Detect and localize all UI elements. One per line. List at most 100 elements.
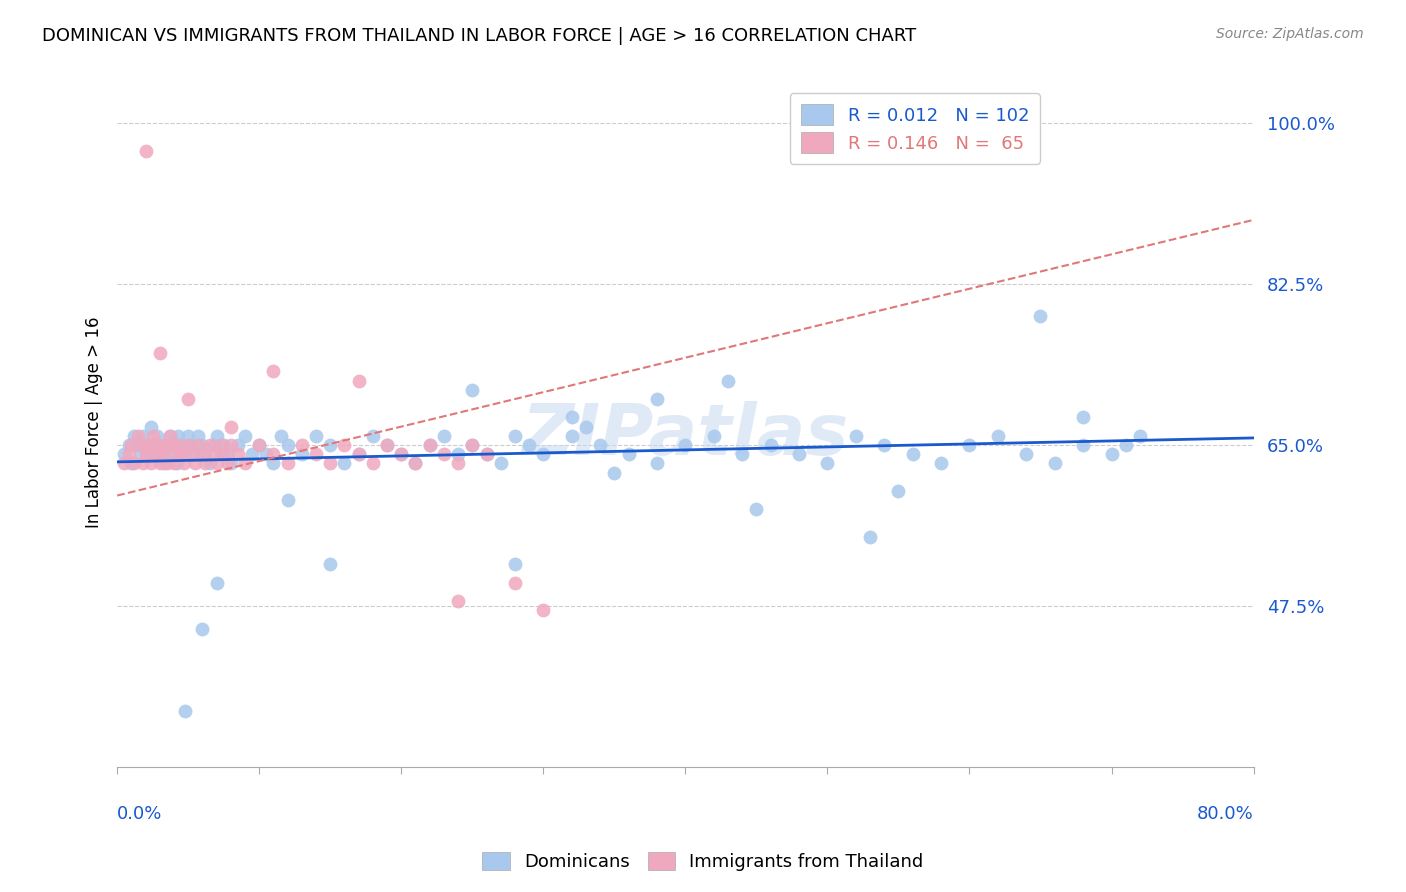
Point	[703, 429, 725, 443]
Point	[1015, 447, 1038, 461]
Point	[120, 438, 142, 452]
Point	[198, 456, 221, 470]
Point	[212, 438, 235, 452]
Point	[177, 429, 200, 443]
Point	[433, 447, 456, 461]
Point	[122, 456, 145, 470]
Point	[277, 493, 299, 508]
Point	[1029, 310, 1052, 324]
Point	[128, 429, 150, 443]
Point	[184, 456, 207, 470]
Point	[163, 438, 186, 452]
Text: Source: ZipAtlas.com: Source: ZipAtlas.com	[1216, 27, 1364, 41]
Point	[112, 447, 135, 461]
Point	[217, 447, 239, 461]
Point	[166, 456, 188, 470]
Point	[191, 622, 214, 636]
Point	[759, 438, 782, 452]
Point	[270, 429, 292, 443]
Point	[575, 419, 598, 434]
Point	[503, 575, 526, 590]
Point	[153, 456, 176, 470]
Point	[375, 438, 398, 452]
Point	[787, 447, 810, 461]
Point	[184, 447, 207, 461]
Point	[815, 456, 838, 470]
Point	[156, 456, 179, 470]
Point	[146, 429, 169, 443]
Point	[262, 364, 284, 378]
Point	[180, 438, 202, 452]
Point	[347, 447, 370, 461]
Point	[447, 594, 470, 608]
Point	[859, 530, 882, 544]
Point	[226, 438, 249, 452]
Point	[159, 429, 181, 443]
Text: 80.0%: 80.0%	[1197, 805, 1254, 823]
Point	[617, 447, 640, 461]
Point	[873, 438, 896, 452]
Point	[717, 374, 740, 388]
Point	[219, 456, 242, 470]
Point	[112, 456, 135, 470]
Point	[333, 456, 356, 470]
Point	[1071, 438, 1094, 452]
Point	[174, 705, 197, 719]
Point	[475, 447, 498, 461]
Point	[141, 456, 163, 470]
Point	[1115, 438, 1137, 452]
Point	[145, 447, 167, 461]
Point	[117, 447, 139, 461]
Point	[233, 429, 256, 443]
Point	[959, 438, 981, 452]
Point	[887, 483, 910, 498]
Point	[212, 447, 235, 461]
Point	[128, 438, 150, 452]
Point	[361, 429, 384, 443]
Point	[170, 447, 193, 461]
Point	[319, 456, 342, 470]
Point	[673, 438, 696, 452]
Point	[138, 438, 160, 452]
Text: ZIPatlas: ZIPatlas	[522, 401, 849, 470]
Point	[149, 346, 172, 360]
Point	[433, 429, 456, 443]
Point	[461, 383, 484, 397]
Point	[389, 447, 412, 461]
Point	[389, 447, 412, 461]
Point	[170, 438, 193, 452]
Point	[202, 438, 225, 452]
Point	[173, 456, 195, 470]
Point	[152, 447, 174, 461]
Point	[531, 603, 554, 617]
Point	[1043, 456, 1066, 470]
Point	[987, 429, 1010, 443]
Point	[262, 447, 284, 461]
Point	[149, 438, 172, 452]
Point	[347, 374, 370, 388]
Point	[219, 438, 242, 452]
Point	[291, 438, 314, 452]
Point	[152, 447, 174, 461]
Point	[209, 447, 232, 461]
Point	[163, 456, 186, 470]
Point	[156, 438, 179, 452]
Point	[194, 456, 217, 470]
Point	[180, 447, 202, 461]
Point	[187, 429, 209, 443]
Point	[845, 429, 868, 443]
Point	[333, 438, 356, 452]
Point	[135, 144, 157, 158]
Point	[361, 456, 384, 470]
Point	[122, 429, 145, 443]
Point	[1101, 447, 1123, 461]
Point	[166, 447, 188, 461]
Point	[142, 429, 165, 443]
Point	[447, 447, 470, 461]
Point	[1071, 410, 1094, 425]
Point	[262, 456, 284, 470]
Point	[929, 456, 952, 470]
Point	[461, 438, 484, 452]
Point	[461, 438, 484, 452]
Point	[645, 392, 668, 406]
